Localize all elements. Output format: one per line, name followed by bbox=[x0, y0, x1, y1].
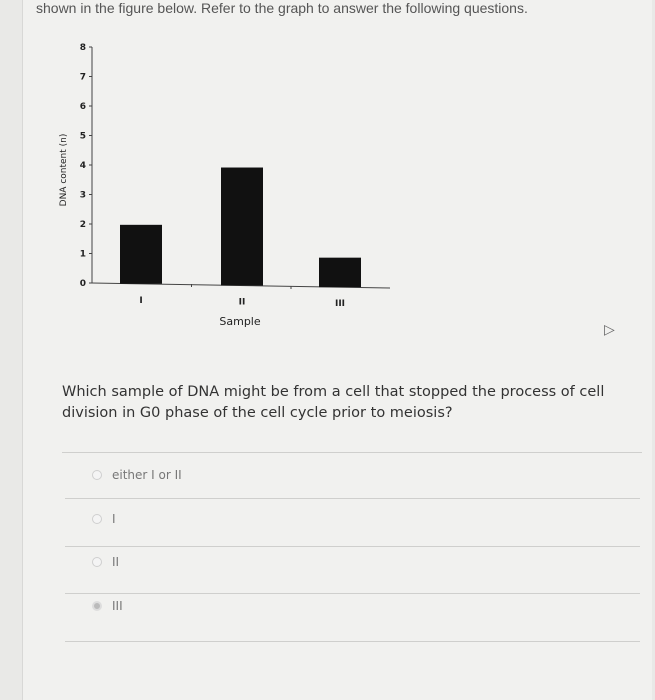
divider bbox=[65, 498, 640, 499]
answer-option[interactable]: II bbox=[92, 555, 119, 569]
radio-button[interactable] bbox=[92, 557, 102, 567]
x-axis-label: Sample bbox=[219, 315, 260, 328]
mouse-cursor-icon: ▷ bbox=[604, 322, 615, 338]
answer-option[interactable]: III bbox=[92, 599, 123, 613]
intro-text: shown in the figure below. Refer to the … bbox=[36, 0, 528, 16]
option-label: II bbox=[112, 555, 120, 569]
divider bbox=[62, 452, 642, 453]
bar-II bbox=[221, 167, 263, 286]
divider bbox=[65, 546, 640, 547]
option-label: either I or II bbox=[112, 468, 182, 482]
x-tick-label: III bbox=[335, 299, 345, 309]
quiz-page bbox=[22, 0, 652, 700]
option-label: III bbox=[112, 599, 123, 613]
question-text: Which sample of DNA might be from a cell… bbox=[62, 384, 605, 421]
y-tick-label: 5 bbox=[80, 132, 86, 142]
y-tick-label: 8 bbox=[80, 43, 86, 53]
y-tick-label: 2 bbox=[80, 220, 86, 230]
x-tick-label: II bbox=[239, 298, 246, 308]
y-tick-label: 3 bbox=[80, 191, 86, 201]
y-axis-label: DNA content (n) bbox=[59, 134, 69, 207]
option-label: I bbox=[112, 512, 116, 526]
y-tick-label: 6 bbox=[80, 102, 86, 112]
bar-III bbox=[319, 257, 361, 288]
y-tick-label: 1 bbox=[80, 250, 86, 260]
answer-option[interactable]: either I or II bbox=[92, 468, 182, 482]
bar-I bbox=[120, 224, 162, 284]
divider bbox=[65, 641, 640, 642]
y-tick-label: 0 bbox=[80, 279, 86, 289]
radio-button[interactable] bbox=[92, 514, 102, 524]
y-tick-label: 7 bbox=[80, 73, 86, 83]
x-tick-label: I bbox=[139, 296, 142, 306]
radio-button[interactable] bbox=[92, 470, 102, 480]
radio-button[interactable] bbox=[92, 601, 102, 611]
divider bbox=[65, 593, 640, 594]
y-tick-label: 4 bbox=[80, 161, 86, 171]
answer-option[interactable]: I bbox=[92, 512, 116, 526]
